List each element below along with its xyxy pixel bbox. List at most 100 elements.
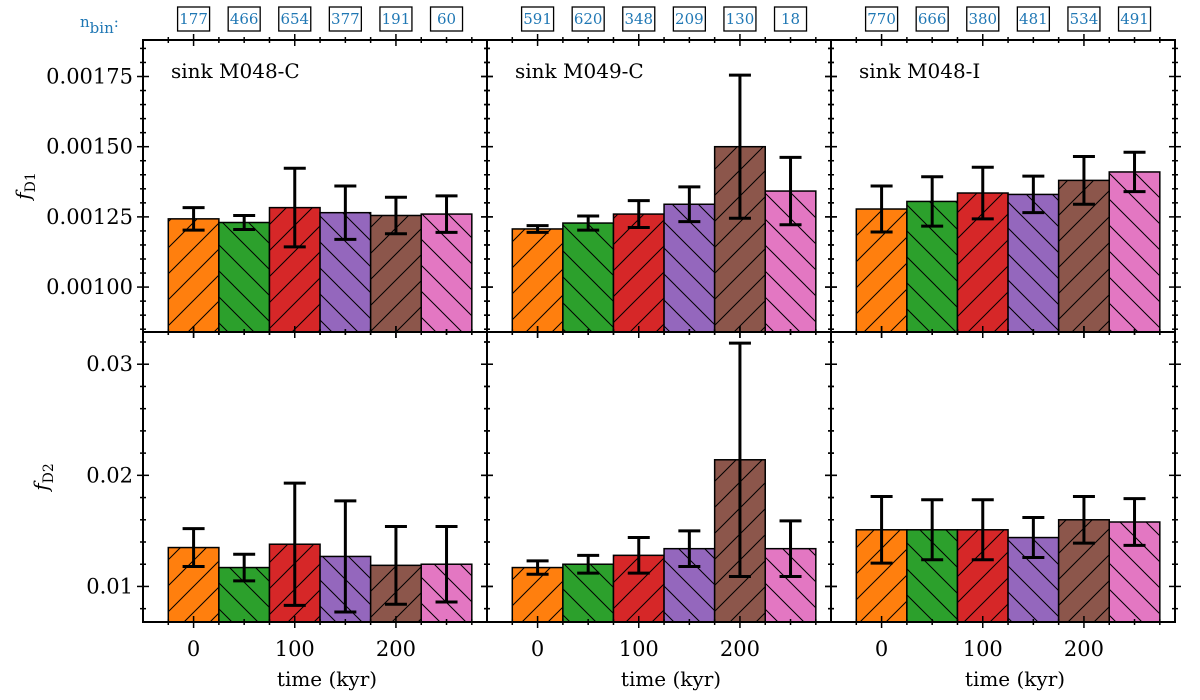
errorbar-top-middle-1 — [577, 214, 600, 232]
xtick-label: 0 — [187, 637, 200, 661]
errorbar-top-right-2 — [971, 165, 994, 221]
errorbar-top-middle-4 — [728, 73, 751, 220]
panel-top-right-plot — [855, 150, 1161, 332]
xlabel-bottom-right: time (kyr) — [965, 667, 1065, 691]
nbin-box — [328, 6, 363, 32]
chart-marks — [167, 73, 1161, 622]
errorbar-bottom-middle-0 — [526, 559, 549, 576]
panel-bottom-right-plot — [855, 494, 1161, 622]
nbin-box — [864, 6, 899, 32]
nbin-value: 60 — [437, 10, 456, 28]
errorbar-top-left-2 — [283, 166, 306, 249]
panel-frame-bottom-right — [830, 331, 1176, 623]
nbin-label: nbin: — [80, 13, 119, 37]
nbin-value: 377 — [331, 10, 360, 28]
errorbar-bottom-right-4 — [1072, 494, 1095, 545]
errorbar-top-middle-5 — [779, 155, 802, 227]
errorbar-top-right-4 — [1072, 155, 1095, 206]
xtick-label: 200 — [720, 637, 760, 661]
chart-text: 0.00100 0.00125 0.00150 0.00175 fD1 sink M048… — [11, 6, 1152, 691]
bar-hatch-top-right-5 — [1108, 171, 1161, 332]
panel-annotation-top-middle: sink M049-C — [515, 59, 644, 83]
nbin-value: 620 — [574, 10, 603, 28]
panel-frames — [137, 34, 1181, 628]
nbin-box — [1016, 6, 1051, 32]
panel-bottom-left-plot — [167, 481, 473, 622]
errorbar-bottom-right-0 — [870, 494, 893, 565]
errorbar-bottom-right-1 — [921, 498, 944, 562]
ytick-label: 0.00125 — [46, 205, 133, 229]
errorbar-top-left-5 — [435, 194, 458, 234]
nbin-box — [773, 6, 808, 32]
nbin-value: 348 — [624, 10, 653, 28]
nbin-box — [622, 6, 656, 32]
xtick-label: 100 — [619, 637, 659, 661]
errorbar-top-middle-3 — [678, 185, 701, 224]
nbin-value: 481 — [1019, 10, 1048, 28]
nbin-box — [915, 6, 949, 32]
errorbar-bottom-left-5 — [435, 524, 458, 604]
ytick-label: 0.03 — [86, 352, 133, 376]
errorbar-bottom-middle-2 — [627, 536, 650, 575]
ylabel-bottom-left: fD2 — [29, 463, 57, 493]
nbin-box — [176, 6, 211, 32]
ytick-label: 0.00100 — [46, 275, 133, 299]
xtick-label: 100 — [275, 637, 315, 661]
nbin-box — [723, 6, 757, 32]
ytick-label: 0.02 — [86, 463, 133, 487]
errorbar-top-right-1 — [921, 175, 944, 228]
nbin-value: 466 — [230, 10, 259, 28]
nbin-value: 177 — [179, 10, 208, 28]
panel-top-left-plot — [167, 166, 473, 332]
errorbar-top-left-0 — [182, 206, 205, 232]
nbin-value: 770 — [867, 10, 896, 28]
nbin-value: 18 — [781, 10, 800, 28]
bar-hatch-top-right-3 — [1007, 193, 1060, 332]
errorbar-bottom-left-0 — [182, 527, 205, 568]
errorbar-top-right-0 — [870, 184, 893, 234]
bar-hatch-bottom-left-5 — [420, 563, 473, 622]
ylabel-top-left: fD1 — [11, 172, 39, 202]
nbin-value: 534 — [1070, 10, 1099, 28]
bar-hatch-top-middle-3 — [663, 203, 716, 332]
bar-hatch-top-middle-2 — [612, 213, 665, 332]
errorbar-top-right-5 — [1123, 150, 1146, 194]
ylabel-sub: D2 — [41, 463, 57, 483]
errorbar-bottom-middle-4 — [728, 341, 751, 578]
errorbar-top-middle-2 — [627, 199, 650, 230]
errorbar-bottom-left-3 — [334, 499, 357, 614]
nbin-value: 209 — [675, 10, 704, 28]
errorbar-bottom-middle-1 — [577, 553, 600, 575]
ytick-label: 0.00150 — [46, 135, 133, 159]
nbin-box — [227, 6, 261, 32]
panel-annotation-top-left: sink M048-C — [171, 59, 300, 83]
xtick-label: 200 — [1064, 637, 1104, 661]
bar-hatch-top-middle-0 — [511, 228, 564, 332]
bar-hatch-top-left-1 — [218, 221, 271, 332]
nbin-value: 654 — [280, 10, 309, 28]
nbin-value: 130 — [726, 10, 755, 28]
xtick-label: 100 — [963, 637, 1003, 661]
xtick-label: 0 — [531, 637, 544, 661]
bar-hatch-top-left-0 — [167, 218, 220, 332]
panel-bottom-middle-plot — [511, 341, 817, 622]
xlabel-bottom-middle: time (kyr) — [621, 667, 721, 691]
xlabel-bottom-left: time (kyr) — [277, 667, 377, 691]
nbin-box — [1117, 6, 1152, 32]
nbin-value: 380 — [968, 10, 997, 28]
errorbar-bottom-left-2 — [283, 481, 306, 607]
errorbar-bottom-middle-3 — [678, 529, 701, 568]
errorbar-bottom-right-2 — [971, 498, 994, 562]
errorbar-bottom-right-3 — [1022, 516, 1045, 560]
nbin-box — [520, 6, 555, 32]
nbin-box — [966, 6, 1000, 32]
nbin-value: 591 — [523, 10, 552, 28]
errorbar-top-middle-0 — [526, 224, 549, 234]
errorbar-bottom-middle-5 — [779, 519, 802, 578]
panel-annotation-top-right: sink M048-I — [859, 59, 980, 83]
bar-hatch-top-middle-1 — [562, 222, 615, 332]
xtick-label: 0 — [875, 637, 888, 661]
ytick-label: 0.00175 — [46, 65, 133, 89]
panel-top-middle-plot — [511, 73, 817, 332]
